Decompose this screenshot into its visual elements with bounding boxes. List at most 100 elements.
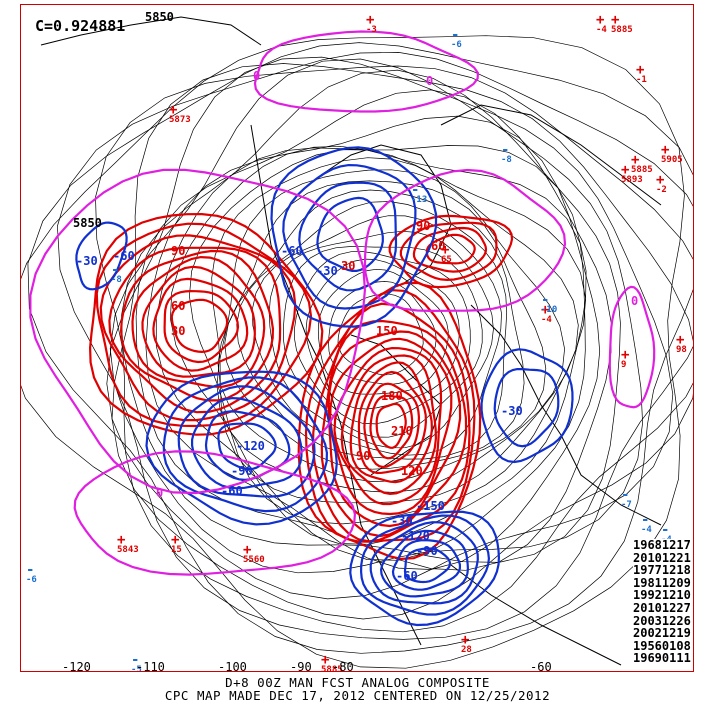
height-contour [135, 89, 612, 571]
height-contour [211, 157, 579, 504]
negative-anomaly-contour [75, 221, 128, 291]
low-marker-symbol: - [111, 262, 120, 278]
low-marker-value: -13 [411, 195, 428, 205]
negative-contour-label: -30 [501, 404, 523, 418]
coastline [470, 304, 662, 526]
negative-contour-label: -120 [401, 529, 430, 543]
high-marker-symbol: + [656, 172, 665, 188]
high-marker-value: 5843 [117, 545, 139, 555]
negative-anomaly-contour [369, 521, 479, 605]
negative-anomaly-contour [493, 368, 560, 448]
negative-anomaly-contour [282, 163, 417, 310]
height-contour [109, 58, 643, 574]
negative-anomaly-contour [191, 396, 303, 490]
high-marker-symbol: + [636, 62, 645, 78]
negative-contour-label: -90 [416, 544, 438, 558]
negative-anomaly-contour [379, 529, 470, 598]
low-marker: - -6 [451, 28, 462, 50]
longitude-label: -100 [218, 660, 247, 674]
high-marker-symbol: + [611, 12, 620, 28]
analog-date: 19771218 [633, 563, 691, 578]
low-marker-symbol: - [26, 562, 35, 578]
high-marker: +5560 [243, 543, 265, 565]
negative-anomaly-contour [403, 547, 451, 584]
zero-contour-label: 0 [631, 294, 638, 308]
zero-contour-label: 0 [426, 74, 433, 88]
positive-contour-label: 120 [401, 464, 423, 478]
negative-anomaly-contour [359, 514, 491, 616]
positive-contour-label: 180 [381, 389, 403, 403]
high-marker-value: 15 [171, 545, 182, 555]
high-marker: +5905 [661, 142, 683, 165]
high-marker-value: 65 [441, 255, 452, 265]
low-marker-symbol: - [501, 142, 510, 158]
high-marker-symbol: + [661, 142, 670, 158]
positive-contour-label: 90 [356, 449, 370, 463]
low-marker-value: -4 [641, 525, 652, 535]
high-marker-symbol: + [621, 162, 630, 178]
high-marker-value: -4 [541, 315, 552, 325]
high-marker-value: 5873 [169, 115, 191, 125]
height-contour [216, 169, 565, 493]
low-marker-value: -10 [541, 305, 558, 315]
high-marker: + -3 [366, 13, 377, 35]
positive-anomaly-contour [304, 289, 476, 543]
high-marker: +5873 [169, 103, 191, 125]
negative-anomaly-contour [162, 376, 329, 513]
longitude-label: -90 [290, 660, 312, 674]
negative-anomaly-contour [217, 422, 277, 471]
high-marker-symbol: + [631, 152, 640, 168]
high-marker: + -4 [541, 302, 552, 325]
positive-anomaly-contour [369, 394, 414, 460]
negative-contour-label: -150 [416, 499, 445, 513]
high-marker-value: 5885 [321, 665, 343, 672]
low-marker: - -8 [111, 262, 122, 285]
positive-contour-label: 60 [431, 239, 445, 253]
low-marker: - -5 [131, 652, 142, 671]
high-marker-value: -4 [596, 25, 607, 35]
high-marker: +9 [621, 348, 629, 370]
high-marker-value: 5885 [611, 25, 633, 35]
negative-anomaly-contour [298, 181, 398, 292]
height-contour [294, 251, 471, 425]
high-marker: + -2 [656, 172, 667, 195]
positive-anomaly-contour [141, 265, 256, 378]
positive-contour-label: 60 [171, 299, 185, 313]
coastline [250, 124, 422, 646]
analog-date: 20021219 [633, 626, 691, 641]
low-marker: - -7 [621, 487, 632, 510]
low-marker-symbol: - [621, 487, 630, 503]
positive-anomaly-contour [349, 361, 434, 484]
high-marker-value: 5905 [661, 155, 683, 165]
height-contour [121, 69, 621, 563]
height-contour [170, 145, 587, 545]
high-marker: +5843 [117, 533, 139, 555]
positive-anomaly-contour [163, 289, 240, 364]
high-marker-symbol: + [541, 302, 550, 318]
coastline [440, 104, 662, 206]
zero-contour-label: 0 [156, 486, 163, 500]
high-marker-value: -2 [656, 185, 667, 195]
longitude-label: -60 [530, 660, 552, 674]
positive-anomaly-contour [95, 222, 313, 428]
positive-anomaly-contour [329, 337, 453, 516]
high-marker: +98 [676, 333, 687, 355]
low-marker: - -13 [411, 182, 428, 205]
low-marker-symbol: - [131, 652, 140, 668]
positive-contour-label: 210 [391, 424, 413, 438]
high-marker: + -1 [636, 62, 647, 85]
longitude-label: -80 [332, 660, 354, 674]
map-panel: 5850 5850 90 60 30 90 60 30 150 180 210 120 90 -60 -30… [20, 4, 694, 672]
negative-anomaly-contour [316, 196, 384, 272]
analog-date: 19921210 [633, 588, 691, 603]
analog-date: 19811209 [633, 575, 691, 590]
high-marker-symbol: + [171, 532, 180, 548]
negative-contour-label: -30 [391, 514, 413, 528]
high-marker-symbol: + [461, 632, 470, 648]
low-marker-symbol: - [411, 182, 420, 198]
high-marker-value: 5885 [631, 165, 653, 175]
height-contour [317, 268, 449, 395]
high-marker: +5885 [611, 12, 633, 35]
positive-anomaly-contour [333, 346, 443, 506]
height-contours [21, 35, 693, 669]
